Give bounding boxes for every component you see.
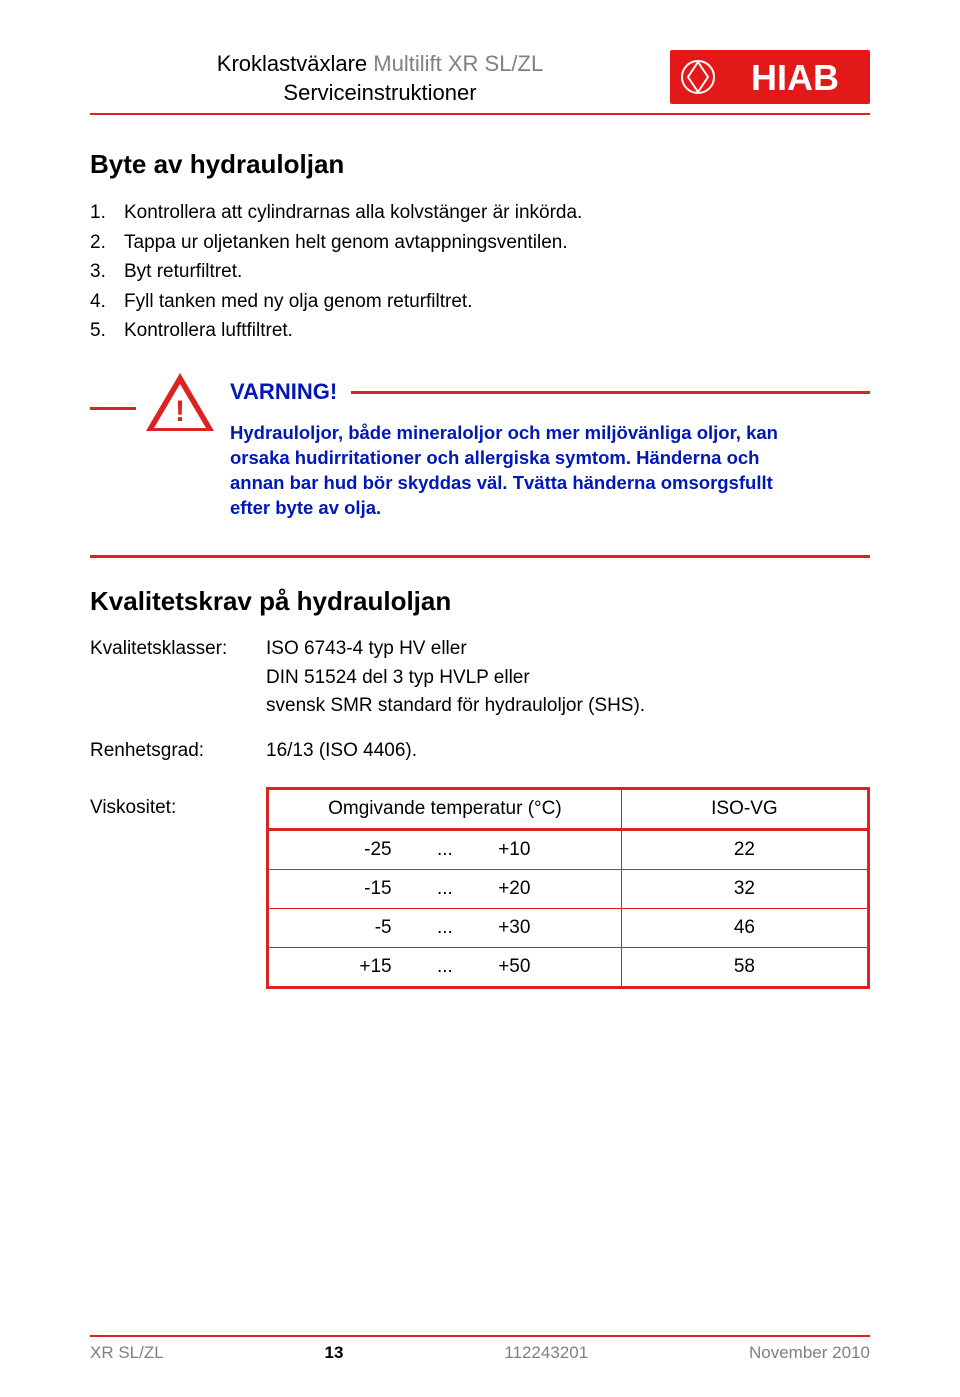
warning-triangle-icon: !: [146, 373, 214, 431]
table-row: +15 ... +50 58: [269, 947, 867, 986]
step-item: Kontrollera luftfiltret.: [90, 316, 870, 345]
td-vg: 46: [621, 909, 867, 947]
td-hi: +50: [498, 956, 605, 978]
warning-left-bar: [90, 407, 136, 410]
footer-doc-number: 112243201: [504, 1343, 588, 1363]
footer-date: November 2010: [749, 1343, 870, 1363]
warning-body: Hydrauloljor, både mineraloljor och mer …: [230, 421, 790, 521]
td-hi: +30: [498, 917, 605, 939]
step-item: Kontrollera att cylindrarnas alla kolvst…: [90, 198, 870, 227]
warning-title: VARNING!: [230, 379, 337, 405]
header-subtitle: Serviceinstruktioner: [90, 79, 670, 108]
table-row: -5 ... +30 46: [269, 908, 867, 947]
td-mid: ...: [392, 839, 499, 861]
td-vg: 58: [621, 948, 867, 986]
td-lo: -25: [285, 839, 392, 861]
section2-title: Kvalitetskrav på hydrauloljan: [90, 586, 870, 617]
td-hi: +10: [498, 839, 605, 861]
th-vg: ISO-VG: [621, 790, 867, 830]
header-product-grey: Multilift XR SL/ZL: [373, 51, 543, 76]
td-lo: -5: [285, 917, 392, 939]
document-header: Kroklastväxlare Multilift XR SL/ZL Servi…: [90, 50, 870, 107]
steps-list: Kontrollera att cylindrarnas alla kolvst…: [90, 198, 870, 345]
header-titles: Kroklastväxlare Multilift XR SL/ZL Servi…: [90, 50, 670, 107]
header-line1: Kroklastväxlare Multilift XR SL/ZL: [90, 50, 670, 79]
td-lo: +15: [285, 956, 392, 978]
header-product-dark: Kroklastväxlare: [217, 51, 374, 76]
table-row: -25 ... +10 22: [269, 830, 867, 869]
td-lo: -15: [285, 878, 392, 900]
purity-label: Renhetsgrad:: [90, 737, 266, 766]
warning-block: ! VARNING! Hydrauloljor, både mineralolj…: [90, 373, 870, 521]
warning-title-line: [351, 391, 870, 394]
step-item: Fyll tanken med ny olja genom returfiltr…: [90, 287, 870, 316]
footer-left: XR SL/ZL: [90, 1343, 164, 1363]
step-item: Tappa ur oljetanken helt genom avtappnin…: [90, 228, 870, 257]
td-vg: 22: [621, 831, 867, 869]
footer-page-number: 13: [325, 1343, 344, 1363]
footer-divider: [90, 1335, 870, 1337]
hiab-logo: HIAB: [670, 50, 870, 104]
th-temp: Omgivande temperatur (°C): [269, 790, 621, 830]
quality-row: Kvalitetsklasser: ISO 6743-4 typ HV elle…: [90, 635, 870, 721]
viscosity-label: Viskositet:: [90, 787, 266, 819]
td-hi: +20: [498, 878, 605, 900]
viscosity-block: Viskositet: Omgivande temperatur (°C) IS…: [90, 787, 870, 989]
td-mid: ...: [392, 917, 499, 939]
td-mid: ...: [392, 878, 499, 900]
td-vg: 32: [621, 870, 867, 908]
quality-value: ISO 6743-4 typ HV eller DIN 51524 del 3 …: [266, 635, 870, 721]
step-item: Byt returfiltret.: [90, 257, 870, 286]
purity-value: 16/13 (ISO 4406).: [266, 737, 870, 766]
logo-text: HIAB: [751, 57, 839, 98]
purity-row: Renhetsgrad: 16/13 (ISO 4406).: [90, 737, 870, 766]
td-mid: ...: [392, 956, 499, 978]
section1-title: Byte av hydrauloljan: [90, 149, 870, 180]
quality-label: Kvalitetsklasser:: [90, 635, 266, 721]
section-divider: [90, 555, 870, 558]
page-footer: XR SL/ZL 13 112243201 November 2010: [90, 1335, 870, 1363]
header-divider: [90, 113, 870, 115]
table-row: -15 ... +20 32: [269, 869, 867, 908]
viscosity-table: Omgivande temperatur (°C) ISO-VG -25 ...…: [266, 787, 870, 989]
